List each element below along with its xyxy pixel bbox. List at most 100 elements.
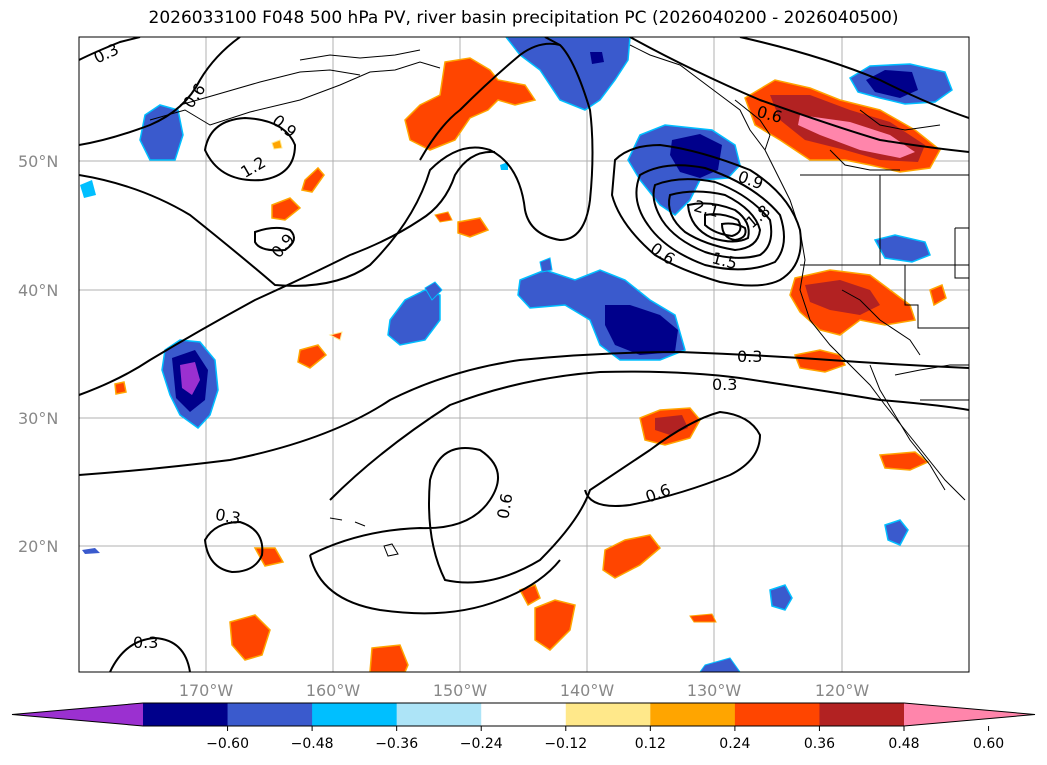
neg-blob-small-3 — [769, 584, 793, 611]
lat-label: 50°N — [18, 152, 58, 171]
lon-label: 140°W — [560, 681, 615, 700]
contour-trough-7 — [720, 222, 747, 242]
pos-blob-tropics-10 — [301, 166, 325, 193]
lon-labels: 170°W 160°W 150°W 140°W 130°W 120°W — [179, 681, 870, 700]
colorbar-segment — [396, 703, 482, 726]
neg-blob-coast-core — [670, 134, 722, 178]
colorbar-segment — [481, 703, 567, 726]
colorbar-tick-label: 0.12 — [635, 736, 666, 752]
map-title: 2026033100 F048 500 hPa PV, river basin … — [148, 8, 899, 28]
neg-blob-small-5 — [82, 548, 100, 554]
lon-label: 120°W — [815, 681, 870, 700]
pos-blob-tropics-9 — [271, 197, 302, 221]
colorbar-segment — [819, 703, 905, 726]
coastlines — [149, 44, 969, 557]
contour-trough-5 — [686, 202, 750, 243]
colorbar: −0.60 −0.48 −0.36 −0.24 −0.12 0.12 0.24 0.36 0.4… — [11, 702, 1036, 752]
neg-blob-central-core — [605, 305, 678, 355]
contour-trough-3 — [652, 178, 773, 259]
colorbar-tick-label: 0.24 — [719, 736, 750, 752]
contour-0.9-small — [254, 226, 295, 252]
pos-blob-tropics-4 — [229, 614, 271, 661]
neg-blob-small-1 — [539, 257, 553, 273]
neg-blob-small-2 — [884, 519, 909, 546]
contour-trough-2 — [635, 164, 785, 271]
lon-label: 150°W — [433, 681, 488, 700]
colorbar-segment — [565, 703, 651, 726]
contour-0.3-small — [203, 520, 264, 574]
colorbar-tick-label: 0.36 — [804, 736, 835, 752]
colorbar-tick-label: −0.12 — [544, 736, 587, 752]
pos-blob-tropics-13 — [689, 613, 717, 623]
neg-blob-small-7 — [500, 162, 508, 170]
map-plot-area: 0.3 0.6 0.9 1.2 0.9 0.6 0.9 1.8 2.1 1.5 … — [79, 37, 969, 672]
pos-blob-tropics-11 — [434, 211, 453, 223]
pos-blob-tropics-5 — [369, 644, 409, 672]
colorbar-extend-low — [12, 703, 143, 726]
contour-0.6-central — [79, 150, 496, 396]
neg-blob-midpacific — [387, 289, 441, 346]
contour-label: 0.3 — [133, 633, 158, 652]
colorbar-extend-high — [904, 703, 1035, 726]
colorbar-tick-label: −0.48 — [291, 736, 334, 752]
colorbar-tick-label: −0.24 — [460, 736, 503, 752]
neg-blob-small-6 — [699, 657, 741, 672]
contour-trough-6 — [704, 213, 742, 238]
contour-0.3-south-2 — [329, 370, 969, 501]
pos-blob-bc-pink — [798, 115, 915, 158]
contour-label: 0.3 — [214, 505, 242, 528]
colorbar-segment — [227, 703, 313, 726]
contour-1.2-low — [203, 116, 297, 182]
lat-labels: 50°N 40°N 30°N 20°N — [18, 152, 58, 556]
contour-main-trough — [419, 42, 561, 161]
pos-blob-tropics-1 — [602, 534, 662, 579]
neg-blob-small-4 — [80, 180, 96, 198]
lat-label: 20°N — [18, 537, 58, 556]
contour-big-north — [79, 37, 594, 287]
lat-label: 40°N — [18, 281, 58, 300]
contour-trough-4 — [668, 190, 762, 252]
lon-label: 160°W — [306, 681, 361, 700]
contour-0.3-bottom — [109, 636, 191, 672]
map-frame — [78, 36, 970, 673]
contour-0.6-north — [79, 37, 241, 146]
contour-0.3-south-1 — [79, 350, 969, 476]
pos-blob-tropics-8 — [457, 217, 490, 238]
colorbar-outline — [11, 702, 1036, 727]
colorbar-tick-label: 0.60 — [973, 736, 1004, 752]
contour-trough-outer — [610, 143, 802, 287]
contour-label: 0.3 — [737, 347, 762, 366]
neg-blob-dateline-purple — [180, 362, 200, 395]
colorbar-segment — [650, 703, 736, 726]
lon-label: 130°W — [687, 681, 742, 700]
pos-blob-tropics-15 — [271, 139, 283, 150]
colorbar-tick-label: −0.60 — [206, 736, 249, 752]
negative-anomalies — [80, 37, 953, 672]
contour-0.6-south — [309, 410, 762, 584]
pos-blob-nv — [929, 283, 947, 307]
neg-blob-hawaii-north — [424, 281, 443, 301]
colorbar-segment — [734, 703, 820, 726]
contour-0.6-jet — [629, 37, 969, 153]
colorbar-segment — [312, 703, 398, 726]
lat-label: 30°N — [18, 409, 58, 428]
neg-blob-alaska-gulf-core — [590, 52, 604, 64]
neg-blob-aleutian — [139, 104, 184, 161]
contour-label: 0.3 — [712, 375, 737, 394]
contour-label: 0.6 — [493, 492, 516, 520]
lon-label: 170°W — [179, 681, 234, 700]
pos-blob-tropics-7 — [297, 344, 328, 369]
contour-0.6-south-lower — [309, 554, 561, 615]
positive-anomalies — [114, 57, 947, 672]
pv-contours — [79, 37, 969, 672]
pos-blob-oregon-core — [805, 280, 880, 315]
neg-blob-ca-border — [873, 234, 931, 263]
pos-blob-mexico — [878, 451, 930, 471]
pos-blob-tropics-14 — [328, 331, 343, 341]
contour-0.3-jet — [739, 37, 969, 119]
colorbar-tick-label: 0.48 — [888, 736, 919, 752]
colorbar-segment — [143, 703, 229, 726]
contour-0.3-north — [79, 37, 141, 61]
pos-blob-tropics-2 — [534, 599, 576, 651]
